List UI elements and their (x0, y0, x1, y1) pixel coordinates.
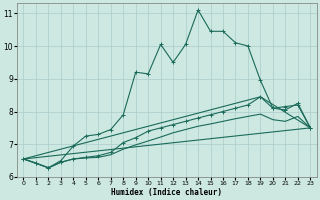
X-axis label: Humidex (Indice chaleur): Humidex (Indice chaleur) (111, 188, 222, 197)
